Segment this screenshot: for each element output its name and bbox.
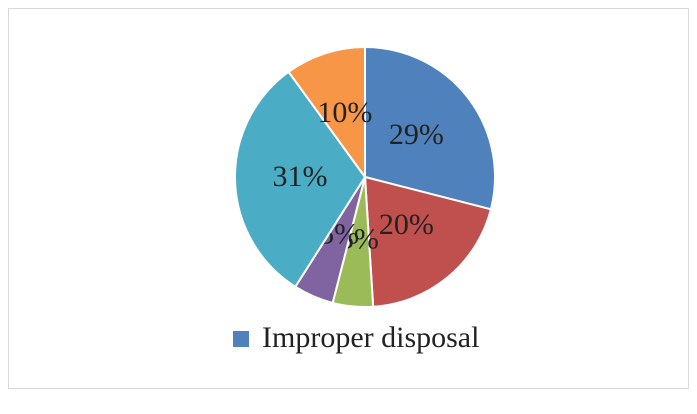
data-label: 29% (389, 118, 444, 151)
pie-slice (234, 70, 367, 289)
pie-slice (287, 45, 366, 181)
legend: Improper disposal (233, 321, 479, 354)
pie: 29%20%5%5%31%10% (234, 45, 496, 308)
legend-label: Improper disposal (262, 321, 479, 354)
data-label: 10% (317, 96, 372, 129)
legend-swatch (233, 331, 249, 347)
data-label: 31% (273, 160, 328, 193)
data-label: 20% (379, 208, 434, 241)
pie-slice (363, 175, 493, 308)
pie-slice (364, 45, 496, 211)
